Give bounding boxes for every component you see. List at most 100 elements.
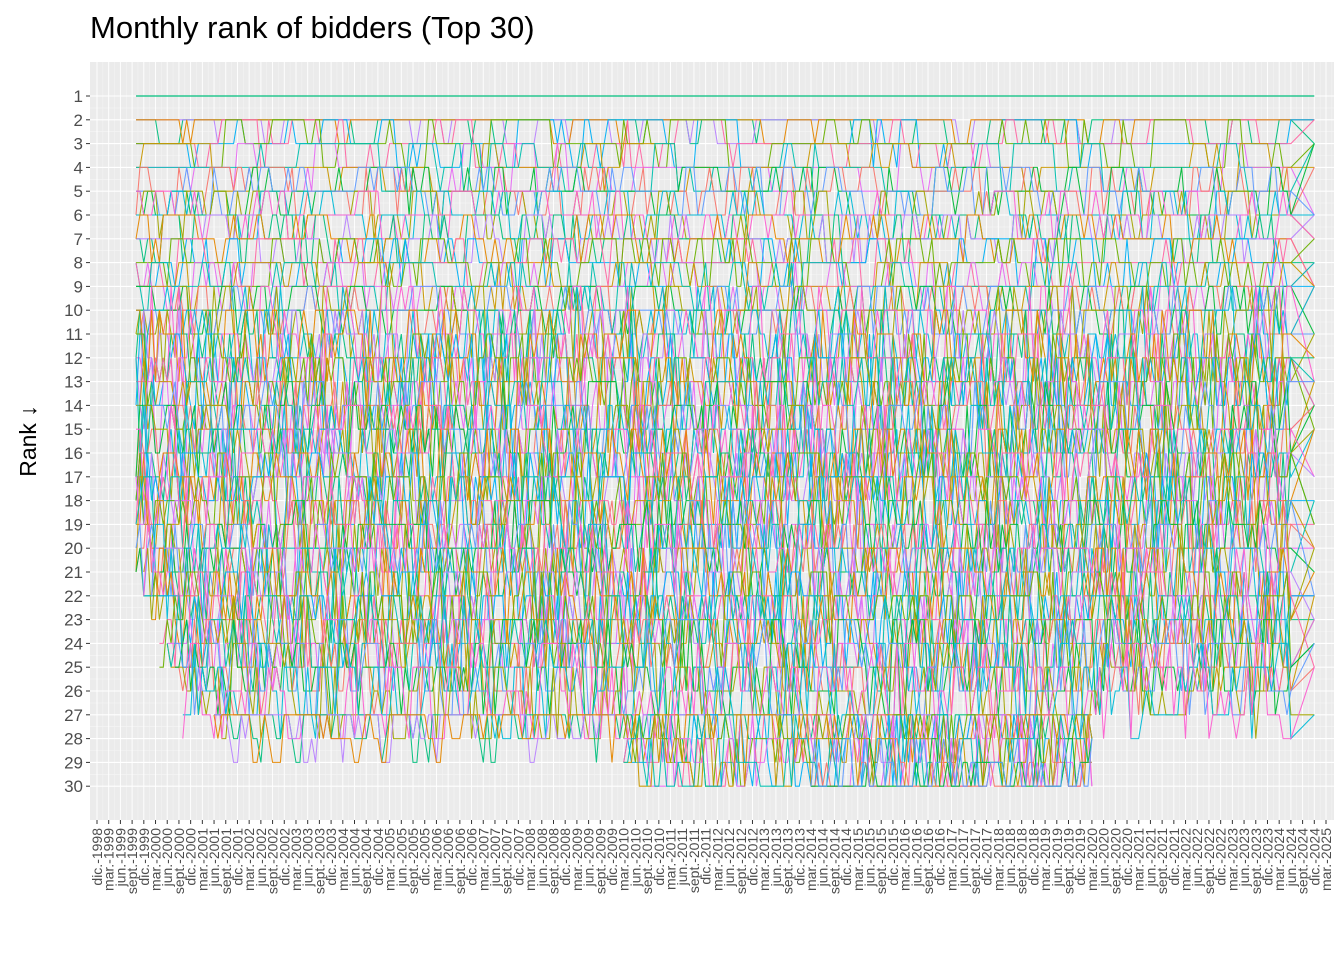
x-tick-label: jun.-2024 — [1283, 828, 1299, 888]
y-tick-label: 19 — [64, 515, 83, 534]
x-tick-label: dic.-2018 — [1025, 828, 1041, 886]
y-tick-label: 12 — [64, 349, 83, 368]
series-line-rank-3 — [136, 119, 1315, 168]
y-axis-title: Rank ↓ — [15, 405, 41, 477]
series-line-rank-15 — [135, 381, 1315, 478]
x-tick-label: dic.-2015 — [885, 828, 901, 886]
y-tick-label: 3 — [74, 135, 83, 154]
x-tick-label: mar.-2005 — [382, 828, 398, 891]
x-tick-label: sept.-2021 — [1154, 828, 1170, 894]
x-tick-label: dic.-2008 — [557, 828, 573, 886]
x-tick-label: jun.-2015 — [862, 828, 878, 888]
x-tick-label: dic.-2003 — [323, 828, 339, 886]
y-tick-label: 26 — [64, 682, 83, 701]
x-axis: dic.-1998mar.-1999jun.-1999sept.-1999dic… — [89, 820, 1334, 894]
x-tick-label: dic.-2020 — [1119, 828, 1135, 886]
y-tick-label: 24 — [64, 634, 83, 653]
x-tick-label: jun.-2010 — [627, 828, 643, 888]
x-tick-label: sept.-2011 — [686, 828, 702, 893]
series-line-rank-7 — [135, 214, 1315, 287]
x-tick-label: jun.-2014 — [815, 828, 831, 888]
x-tick-label: sept.-2015 — [873, 828, 889, 894]
x-tick-label: jun.-2005 — [393, 828, 409, 888]
x-tick-label: mar.-2004 — [335, 828, 351, 891]
x-tick-label: mar.-2009 — [569, 828, 585, 891]
x-tick-label: jun.-2003 — [300, 828, 316, 888]
y-tick-label: 16 — [64, 444, 83, 463]
y-tick-label: 11 — [65, 325, 83, 344]
x-tick-label: sept.-2003 — [311, 828, 327, 894]
x-tick-label: jun.-2006 — [440, 828, 456, 888]
x-tick-label: dic.-2016 — [932, 828, 948, 886]
x-tick-label: jun.-2012 — [721, 828, 737, 888]
chart-title: Monthly rank of bidders (Top 30) — [90, 10, 535, 45]
x-tick-label: mar.-2014 — [803, 828, 819, 891]
y-tick-label: 9 — [74, 277, 83, 296]
x-tick-label: dic.-1998 — [89, 828, 105, 886]
x-tick-label: jun.-2011 — [674, 828, 690, 887]
x-tick-label: dic.-2005 — [417, 828, 433, 886]
y-tick-label: 2 — [74, 111, 83, 130]
x-tick-label: mar.-2020 — [1084, 828, 1100, 891]
x-tick-label: dic.-2024 — [1306, 828, 1322, 886]
y-tick-label: 18 — [64, 492, 83, 511]
x-tick-label: jun.-2022 — [1189, 828, 1205, 888]
x-tick-label: mar.-2006 — [428, 828, 444, 891]
x-tick-label: sept.-2007 — [499, 828, 515, 894]
x-tick-label: mar.-2002 — [241, 828, 257, 891]
x-tick-label: sept.-2006 — [452, 828, 468, 894]
x-tick-label: mar.-2021 — [1131, 828, 1147, 891]
y-tick-label: 5 — [74, 182, 83, 201]
y-tick-label: 4 — [74, 158, 83, 177]
x-tick-label: mar.-2012 — [709, 828, 725, 891]
x-tick-label: sept.-2012 — [733, 828, 749, 894]
x-tick-label: mar.-2008 — [522, 828, 538, 891]
x-tick-label: dic.-2012 — [744, 828, 760, 886]
y-tick-label: 25 — [64, 658, 83, 677]
x-tick-label: mar.-2023 — [1224, 828, 1240, 891]
x-tick-label: sept.-2010 — [639, 828, 655, 894]
series-line-rank-11 — [136, 285, 1315, 383]
x-tick-label: sept.-2009 — [592, 828, 608, 894]
y-tick-label: 14 — [64, 396, 83, 415]
x-tick-label: dic.-2002 — [276, 828, 292, 886]
y-tick-label: 30 — [64, 777, 83, 796]
x-tick-label: sept.-2002 — [265, 828, 281, 894]
x-tick-label: sept.-2016 — [920, 828, 936, 894]
x-tick-label: jun.-2017 — [955, 828, 971, 888]
y-tick-label: 28 — [64, 730, 83, 749]
x-tick-label: dic.-2014 — [838, 828, 854, 886]
x-tick-label: dic.-2009 — [604, 828, 620, 886]
x-tick-label: sept.-2005 — [405, 828, 421, 894]
x-tick-label: dic.-2023 — [1259, 828, 1275, 886]
x-tick-label: dic.-2011 — [698, 828, 714, 885]
x-tick-label: mar.-2013 — [756, 828, 772, 891]
x-tick-label: mar.-2019 — [1037, 828, 1053, 891]
x-tick-label: dic.-2017 — [979, 828, 995, 886]
x-tick-label: jun.-2000 — [159, 828, 175, 888]
x-tick-label: sept.-2014 — [826, 828, 842, 894]
x-tick-label: sept.-2004 — [358, 828, 374, 894]
x-tick-label: dic.-2006 — [464, 828, 480, 886]
x-tick-label: jun.-2021 — [1142, 828, 1158, 888]
x-tick-label: dic.-1999 — [136, 828, 152, 886]
x-tick-label: jun.-2013 — [768, 828, 784, 888]
x-tick-label: jun.-2020 — [1096, 828, 1112, 888]
series-line-rank-22 — [151, 547, 1315, 644]
x-tick-label: sept.-2008 — [545, 828, 561, 894]
x-tick-label: dic.-2019 — [1072, 828, 1088, 886]
y-tick-label: 13 — [64, 373, 83, 392]
x-tick-label: mar.-2007 — [475, 828, 491, 891]
y-tick-label: 15 — [64, 420, 83, 439]
x-tick-label: sept.-2001 — [218, 828, 234, 894]
series-line-rank-12 — [136, 309, 1315, 406]
x-tick-label: jun.-1999 — [112, 828, 128, 888]
x-tick-label: jun.-2001 — [206, 828, 222, 888]
x-tick-label: dic.-2021 — [1166, 828, 1182, 886]
series-line-rank-30 — [810, 738, 1093, 787]
x-tick-label: sept.-2023 — [1248, 828, 1264, 894]
x-tick-label: jun.-2008 — [534, 828, 550, 888]
x-tick-label: dic.-2000 — [183, 828, 199, 886]
x-tick-label: jun.-2009 — [581, 828, 597, 888]
